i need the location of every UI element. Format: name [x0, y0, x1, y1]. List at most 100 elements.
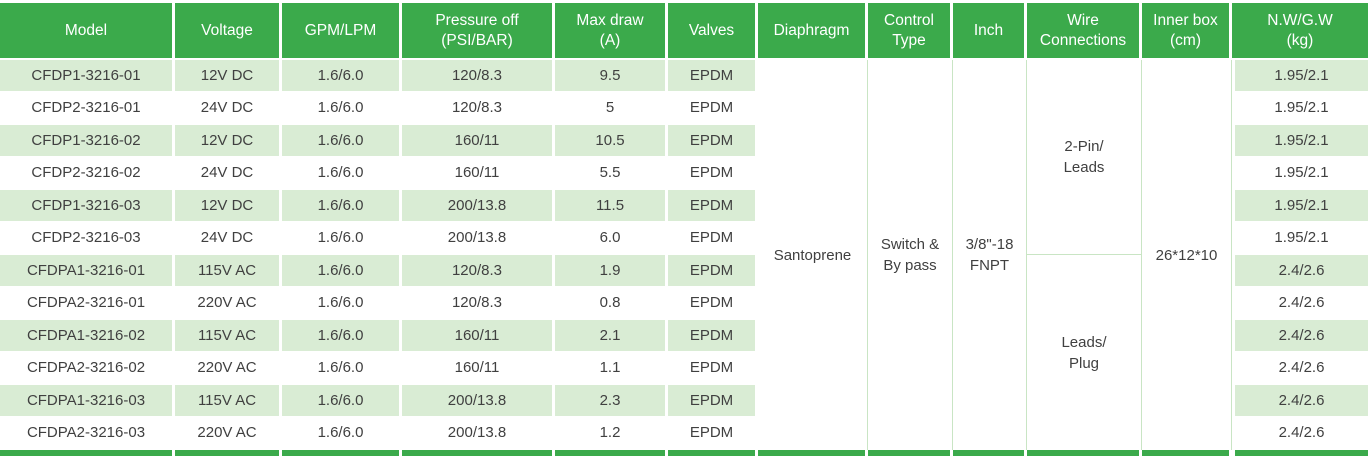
cell-pressure-off: 200/13.8: [402, 222, 555, 255]
cell-voltage: 24V DC: [175, 222, 282, 255]
bottom-bar-segment: [668, 450, 758, 456]
table-row: CFDPA2-3216-03 220V AC 1.6/6.0 200/13.8 …: [0, 417, 1368, 450]
bottom-bar-segment: [1232, 450, 1368, 456]
cell-model: CFDP2-3216-02: [0, 157, 175, 190]
table-row: CFDPA1-3216-03 115V AC 1.6/6.0 200/13.8 …: [0, 385, 1368, 418]
cell-valves: EPDM: [668, 60, 758, 93]
table-row: CFDP2-3216-03 24V DC 1.6/6.0 200/13.8 6.…: [0, 222, 1368, 255]
table-row: CFDPA2-3216-01 220V AC 1.6/6.0 120/8.3 0…: [0, 287, 1368, 320]
cell-gpm-lpm: 1.6/6.0: [282, 417, 402, 450]
cell-nw-gw: 1.95/2.1: [1232, 222, 1368, 255]
cell-model: CFDP1-3216-03: [0, 190, 175, 223]
cell-max-draw: 2.1: [555, 320, 668, 353]
cell-nw-gw: 1.95/2.1: [1232, 125, 1368, 158]
cell-max-draw: 11.5: [555, 190, 668, 223]
col-header-gpm-lpm: GPM/LPM: [282, 3, 402, 60]
col-header-voltage: Voltage: [175, 3, 282, 60]
cell-gpm-lpm: 1.6/6.0: [282, 255, 402, 288]
cell-pressure-off: 120/8.3: [402, 255, 555, 288]
cell-voltage: 115V AC: [175, 385, 282, 418]
cell-wire-connections-bottom-merged: Leads/ Plug: [1027, 255, 1142, 450]
cell-model: CFDP1-3216-01: [0, 60, 175, 93]
cell-voltage: 12V DC: [175, 125, 282, 158]
table-row: CFDP1-3216-02 12V DC 1.6/6.0 160/11 10.5…: [0, 125, 1368, 158]
cell-max-draw: 5.5: [555, 157, 668, 190]
cell-nw-gw: 2.4/2.6: [1232, 385, 1368, 418]
cell-nw-gw: 1.95/2.1: [1232, 92, 1368, 125]
table-row: CFDP1-3216-01 12V DC 1.6/6.0 120/8.3 9.5…: [0, 60, 1368, 450]
cell-valves: EPDM: [668, 255, 758, 288]
bottom-bar-segment: [953, 450, 1027, 456]
cell-pressure-off: 120/8.3: [402, 287, 555, 320]
cell-nw-gw: 2.4/2.6: [1232, 320, 1368, 353]
cell-gpm-lpm: 1.6/6.0: [282, 352, 402, 385]
col-header-valves: Valves: [668, 3, 758, 60]
cell-pressure-off: 160/11: [402, 352, 555, 385]
table-row: CFDP2-3216-02 24V DC 1.6/6.0 160/11 5.5 …: [0, 157, 1368, 190]
cell-gpm-lpm: 1.6/6.0: [282, 125, 402, 158]
cell-model: CFDP2-3216-03: [0, 222, 175, 255]
header-row: Model Voltage GPM/LPM Pressure off (PSI/…: [0, 3, 1368, 60]
cell-model: CFDPA2-3216-02: [0, 352, 175, 385]
cell-voltage: 12V DC: [175, 190, 282, 223]
cell-valves: EPDM: [668, 417, 758, 450]
pump-spec-table: Model Voltage GPM/LPM Pressure off (PSI/…: [0, 3, 1368, 456]
bottom-bar-segment: [1142, 450, 1232, 456]
cell-wire-connections-top-merged: 2-Pin/ Leads: [1027, 60, 1142, 255]
cell-nw-gw: 1.95/2.1: [1232, 157, 1368, 190]
cell-gpm-lpm: 1.6/6.0: [282, 157, 402, 190]
table-row: CFDPA2-3216-02 220V AC 1.6/6.0 160/11 1.…: [0, 352, 1368, 385]
cell-valves: EPDM: [668, 190, 758, 223]
col-header-model: Model: [0, 3, 175, 60]
cell-gpm-lpm: 1.6/6.0: [282, 222, 402, 255]
cell-max-draw: 6.0: [555, 222, 668, 255]
col-header-nw-gw: N.W/G.W (kg): [1232, 3, 1368, 60]
col-header-control-type: Control Type: [868, 3, 953, 60]
cell-pressure-off: 160/11: [402, 157, 555, 190]
cell-voltage: 24V DC: [175, 157, 282, 190]
cell-diaphragm-merged: Santoprene: [758, 60, 868, 450]
cell-nw-gw: 2.4/2.6: [1232, 255, 1368, 288]
cell-voltage: 220V AC: [175, 352, 282, 385]
cell-max-draw: 1.2: [555, 417, 668, 450]
cell-valves: EPDM: [668, 125, 758, 158]
col-header-pressure-off: Pressure off (PSI/BAR): [402, 3, 555, 60]
table-row: CFDPA1-3216-02 115V AC 1.6/6.0 160/11 2.…: [0, 320, 1368, 353]
cell-model: CFDPA2-3216-01: [0, 287, 175, 320]
cell-max-draw: 5: [555, 92, 668, 125]
cell-model: CFDP1-3216-02: [0, 125, 175, 158]
cell-valves: EPDM: [668, 157, 758, 190]
cell-inch-merged: 3/8"-18 FNPT: [953, 60, 1027, 450]
col-header-inch: Inch: [953, 3, 1027, 60]
cell-voltage: 115V AC: [175, 320, 282, 353]
bottom-bar-segment: [175, 450, 282, 456]
cell-valves: EPDM: [668, 385, 758, 418]
cell-max-draw: 2.3: [555, 385, 668, 418]
cell-nw-gw: 1.95/2.1: [1232, 190, 1368, 223]
cell-nw-gw: 2.4/2.6: [1232, 417, 1368, 450]
cell-max-draw: 9.5: [555, 60, 668, 93]
cell-nw-gw: 2.4/2.6: [1232, 287, 1368, 320]
col-header-inner-box: Inner box (cm): [1142, 3, 1232, 60]
cell-pressure-off: 160/11: [402, 320, 555, 353]
cell-control-type-merged: Switch & By pass: [868, 60, 953, 450]
cell-voltage: 115V AC: [175, 255, 282, 288]
bottom-bar-segment: [868, 450, 953, 456]
bottom-bar-segment: [402, 450, 555, 456]
cell-max-draw: 1.9: [555, 255, 668, 288]
cell-valves: EPDM: [668, 222, 758, 255]
cell-gpm-lpm: 1.6/6.0: [282, 60, 402, 93]
table-row: CFDP2-3216-01 24V DC 1.6/6.0 120/8.3 5 E…: [0, 92, 1368, 125]
cell-max-draw: 1.1: [555, 352, 668, 385]
cell-pressure-off: 120/8.3: [402, 92, 555, 125]
table-row: CFDPA1-3216-01 115V AC 1.6/6.0 120/8.3 1…: [0, 255, 1368, 450]
cell-voltage: 12V DC: [175, 60, 282, 93]
cell-voltage: 220V AC: [175, 417, 282, 450]
cell-model: CFDPA1-3216-01: [0, 255, 175, 288]
cell-pressure-off: 200/13.8: [402, 417, 555, 450]
cell-pressure-off: 120/8.3: [402, 60, 555, 93]
cell-nw-gw: 2.4/2.6: [1232, 352, 1368, 385]
col-header-max-draw: Max draw (A): [555, 3, 668, 60]
cell-valves: EPDM: [668, 352, 758, 385]
cell-gpm-lpm: 1.6/6.0: [282, 320, 402, 353]
